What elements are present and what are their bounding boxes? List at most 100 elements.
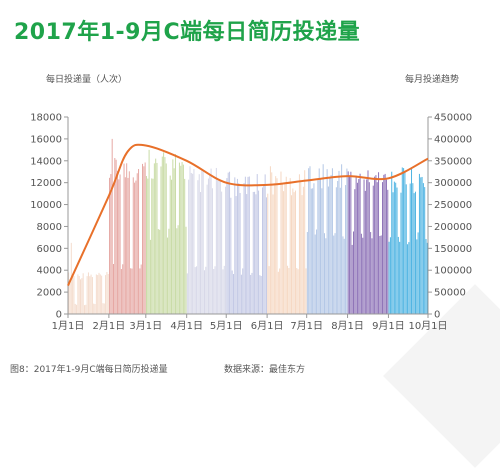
daily-bar: [411, 167, 413, 314]
daily-bar: [217, 180, 219, 314]
daily-bar: [184, 178, 186, 314]
x-tick-label: 5月1日: [210, 320, 243, 332]
daily-bar: [263, 185, 265, 314]
daily-bar: [346, 168, 348, 314]
daily-bar: [97, 275, 99, 314]
right-tick-label: 400000: [434, 134, 472, 145]
daily-bar: [103, 303, 105, 314]
daily-bar: [304, 170, 306, 314]
right-tick-label: 450000: [434, 113, 472, 124]
daily-bar: [87, 272, 89, 314]
daily-bar: [331, 168, 333, 314]
daily-bar: [206, 184, 208, 314]
daily-bar: [101, 275, 103, 314]
daily-bar: [73, 276, 75, 314]
daily-bar: [337, 181, 339, 314]
daily-bar: [302, 186, 304, 314]
daily-bar: [333, 235, 335, 314]
daily-bar: [350, 171, 352, 314]
daily-bar: [414, 191, 416, 314]
daily-bar: [106, 271, 108, 314]
right-tick-label: 200000: [434, 222, 472, 233]
daily-bar: [268, 266, 270, 314]
daily-bar: [85, 304, 87, 314]
chart-title: 2017年1-9月C端每日简历投递量: [14, 20, 361, 45]
daily-bar: [389, 237, 391, 314]
daily-bar: [127, 177, 129, 314]
daily-bar: [203, 270, 205, 314]
daily-bar: [114, 158, 116, 314]
daily-bar: [173, 168, 175, 314]
daily-bar: [366, 179, 368, 314]
daily-bar: [347, 171, 349, 314]
monthly-trend-line: [67, 143, 429, 286]
figure-caption: 图8：2017年1-9月C端每日简历投递量: [10, 365, 168, 375]
daily-bar: [298, 174, 300, 314]
daily-bar: [395, 182, 397, 314]
daily-bar: [74, 303, 76, 314]
chart-canvas: 0 2000 4000 6000 8000 10000 12000 14000 16000 180…: [30, 113, 472, 333]
daily-bar: [267, 193, 269, 314]
left-tick-label: 8000: [37, 222, 62, 233]
daily-bar: [296, 268, 298, 314]
daily-bar: [330, 174, 332, 314]
daily-bar: [160, 166, 162, 314]
daily-bar: [205, 266, 207, 314]
daily-bar: [289, 178, 291, 314]
daily-bar: [226, 178, 228, 314]
daily-bar: [185, 226, 187, 314]
daily-bar: [327, 186, 329, 314]
x-tick-label: 8月1日: [331, 320, 364, 332]
right-tick-label: 50000: [434, 288, 466, 299]
daily-bar: [115, 159, 117, 314]
daily-bar: [354, 189, 356, 314]
x-tick-label: 1月1日: [52, 320, 85, 332]
daily-bar: [189, 166, 191, 314]
daily-bar: [167, 237, 169, 314]
daily-bar: [164, 157, 166, 314]
daily-bar: [276, 178, 278, 314]
daily-bar: [420, 177, 422, 314]
daily-bar: [143, 166, 145, 314]
daily-bar: [399, 241, 401, 314]
daily-bar: [151, 178, 153, 314]
daily-bar: [393, 181, 395, 314]
daily-bar: [135, 180, 137, 314]
daily-bar: [132, 177, 134, 314]
daily-bar: [235, 196, 237, 314]
daily-bar: [99, 274, 101, 314]
daily-bar: [111, 138, 113, 314]
daily-bar: [202, 171, 204, 314]
daily-bar: [388, 241, 390, 314]
daily-bar: [351, 244, 353, 314]
daily-bar: [124, 177, 126, 314]
daily-bar: [271, 172, 273, 314]
right-tick-label: 300000: [434, 178, 472, 189]
daily-bar: [142, 163, 144, 314]
daily-bar: [83, 305, 85, 314]
daily-bar: [378, 172, 380, 314]
daily-bar: [317, 180, 319, 314]
daily-bar: [155, 158, 157, 314]
right-tick-label: 100000: [434, 266, 472, 277]
daily-bar: [288, 268, 290, 314]
daily-bar: [227, 172, 229, 314]
daily-bar: [426, 242, 428, 314]
daily-bar: [201, 169, 203, 314]
daily-bar: [338, 170, 340, 314]
daily-bar: [152, 178, 154, 314]
daily-bar: [272, 194, 274, 314]
daily-bar: [408, 242, 410, 314]
daily-bar: [123, 163, 125, 314]
daily-bar: [107, 273, 109, 314]
daily-bar: [93, 303, 95, 314]
daily-bar: [326, 169, 328, 314]
daily-bar: [358, 179, 360, 314]
daily-bar: [342, 236, 344, 314]
daily-bar: [318, 168, 320, 314]
daily-bar: [172, 159, 174, 314]
daily-bar: [240, 274, 242, 314]
daily-bar: [370, 232, 372, 314]
daily-bar: [425, 239, 427, 314]
daily-bar: [310, 188, 312, 314]
